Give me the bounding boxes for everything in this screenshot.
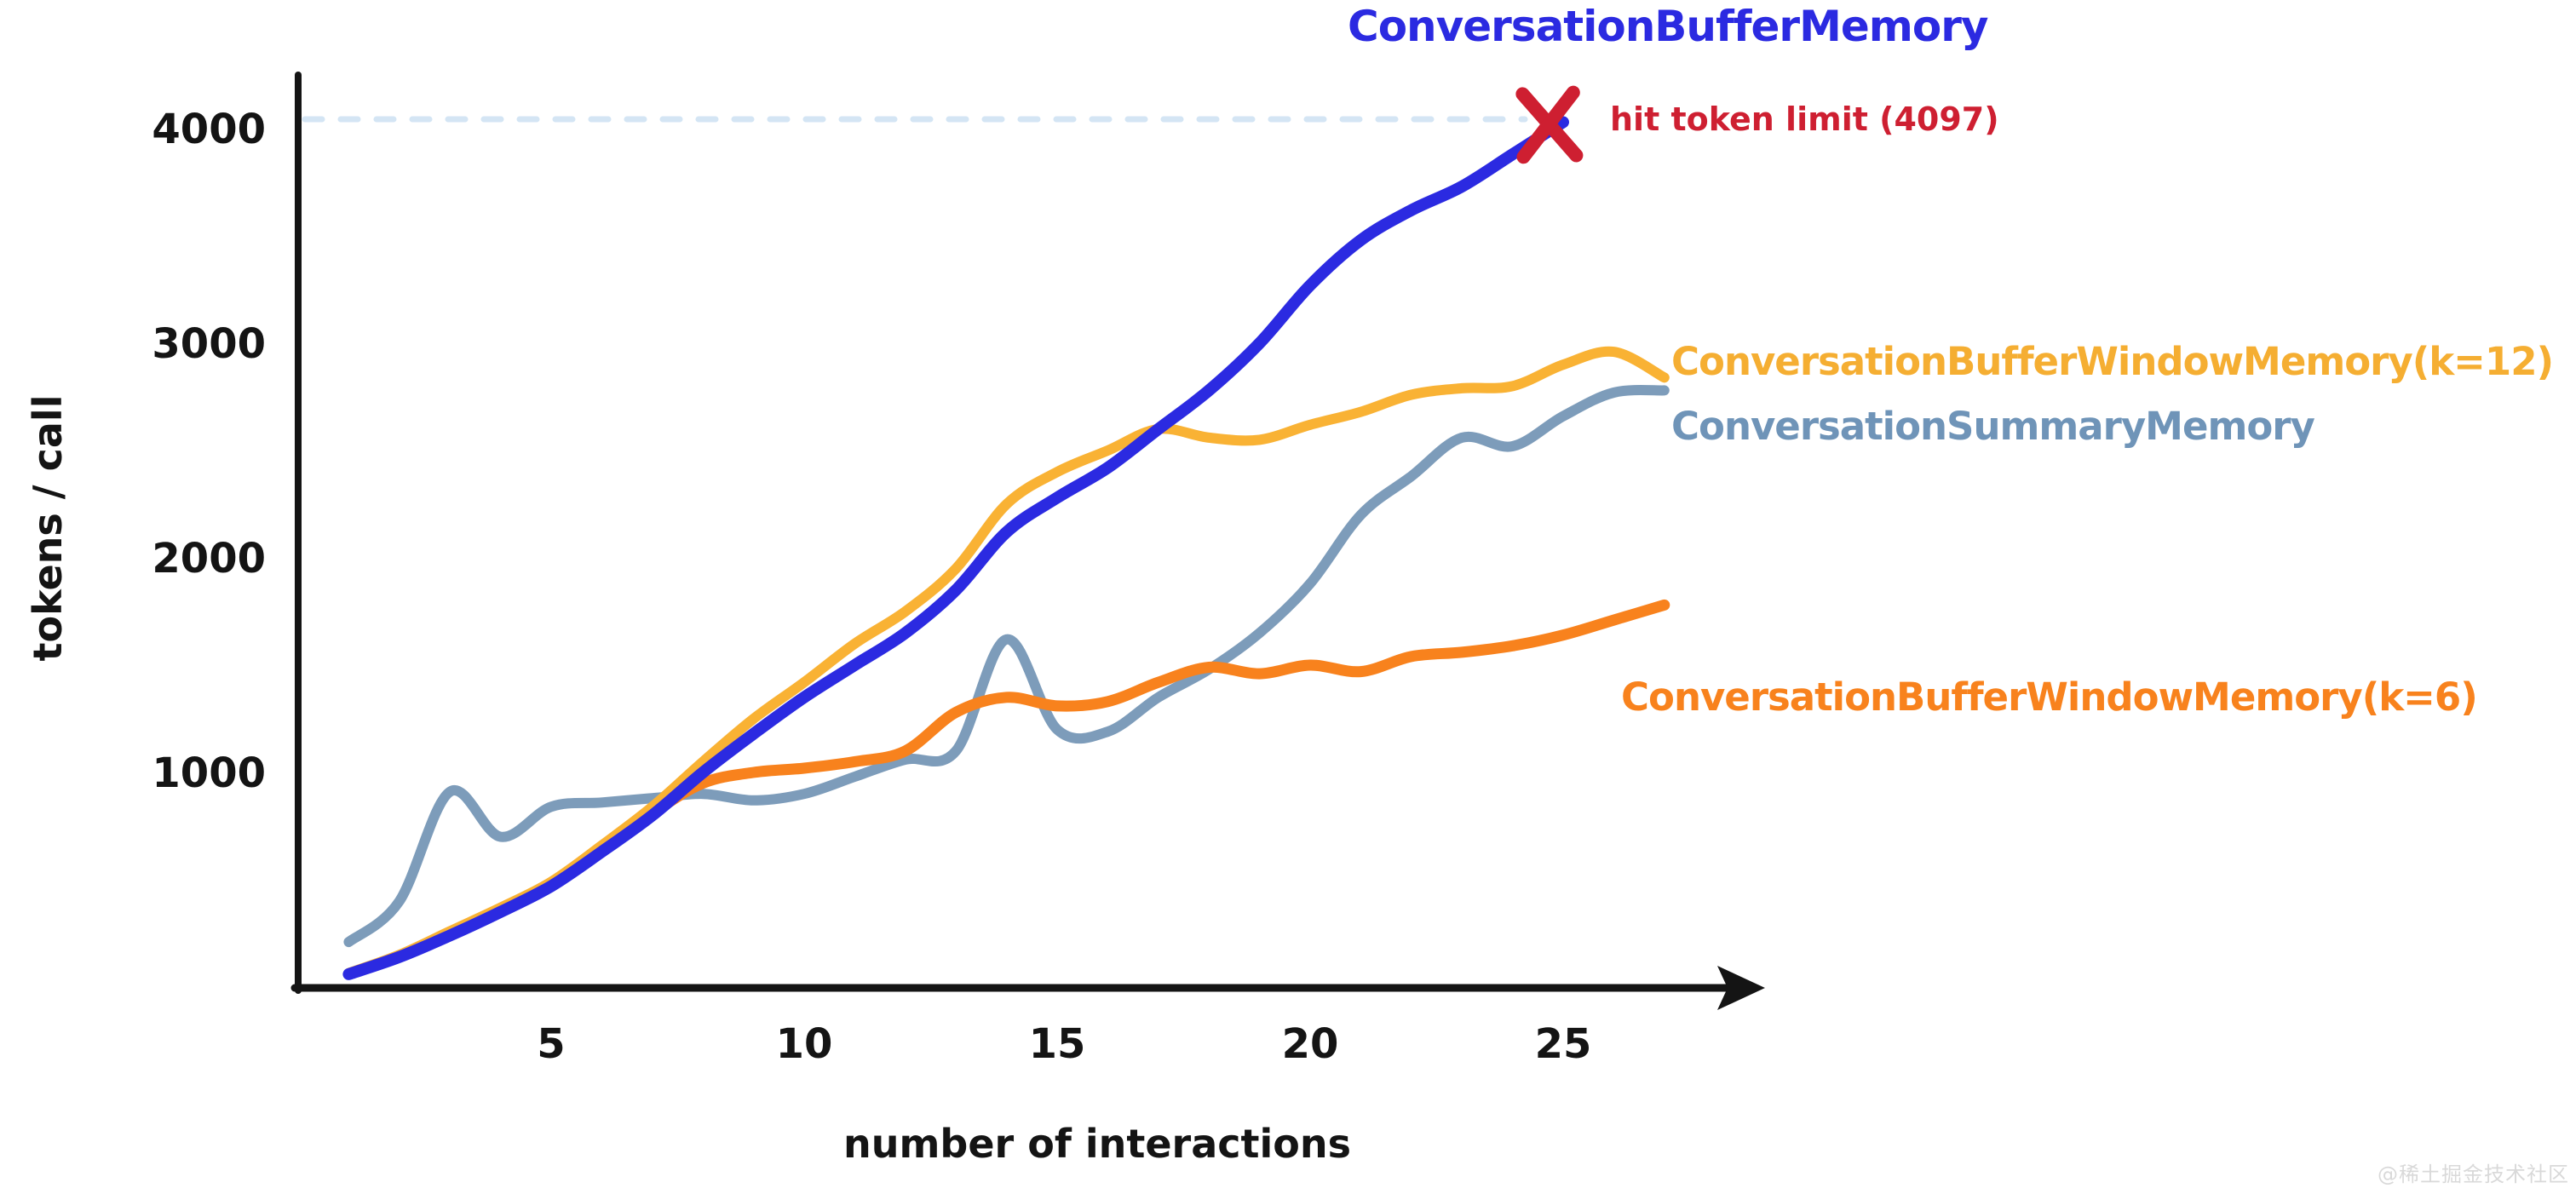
- x-tick-label: 20: [1282, 1020, 1339, 1068]
- x-tick-label: 25: [1535, 1020, 1592, 1068]
- x-axis-arrowhead: [1717, 966, 1765, 1010]
- series-line-1: [343, 346, 1670, 979]
- y-tick-label: 1000: [152, 749, 266, 797]
- x-tick-label: 15: [1029, 1020, 1086, 1068]
- series-line-2: [343, 384, 1670, 948]
- y-axis-title: tokens / call: [25, 394, 71, 662]
- watermark: @稀土掘金技术社区: [2378, 1162, 2569, 1186]
- series-label-summary-memory: ConversationSummaryMemory: [1671, 404, 2315, 449]
- x-tick-label: 10: [776, 1020, 833, 1068]
- series-line-0: [342, 116, 1569, 980]
- token-limit-annotation: hit token limit (4097): [1610, 100, 1999, 138]
- series-label-conversation-buffer-memory: ConversationBufferMemory: [1348, 2, 1988, 51]
- y-tick-label: 4000: [152, 106, 266, 153]
- x-axis-title: number of interactions: [842, 1121, 1352, 1167]
- series-label-buffer-window-k6: ConversationBufferWindowMemory(k=6): [1621, 674, 2478, 720]
- y-tick-label: 2000: [152, 535, 266, 583]
- series-label-buffer-window-k12: ConversationBufferWindowMemory(k=12): [1671, 339, 2554, 384]
- x-tick-label: 5: [537, 1020, 565, 1068]
- y-tick-label: 3000: [152, 320, 266, 368]
- series-line-3: [342, 599, 1670, 980]
- hit-limit-x-marker: [1516, 85, 1580, 164]
